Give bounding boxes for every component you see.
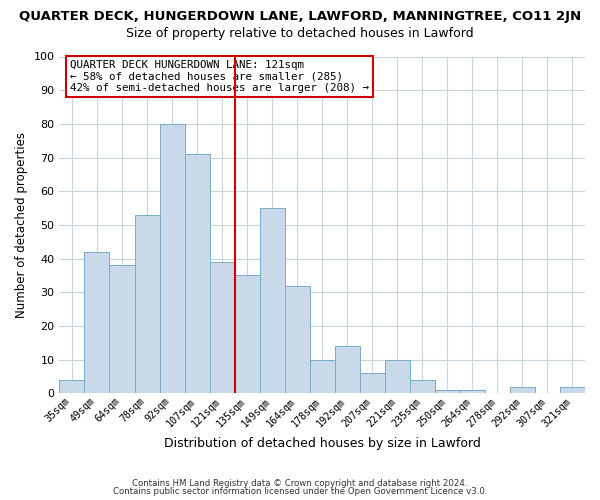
Bar — [134, 215, 160, 394]
Bar — [260, 208, 284, 394]
Bar — [560, 386, 585, 394]
Bar — [435, 390, 460, 394]
X-axis label: Distribution of detached houses by size in Lawford: Distribution of detached houses by size … — [164, 437, 481, 450]
Bar — [310, 360, 335, 394]
Bar — [160, 124, 185, 394]
Bar — [109, 266, 134, 394]
Bar — [235, 276, 260, 394]
Bar — [185, 154, 209, 394]
Text: Size of property relative to detached houses in Lawford: Size of property relative to detached ho… — [126, 28, 474, 40]
Bar — [85, 252, 109, 394]
Bar — [410, 380, 435, 394]
Bar — [385, 360, 410, 394]
Text: QUARTER DECK HUNGERDOWN LANE: 121sqm
← 58% of detached houses are smaller (285)
: QUARTER DECK HUNGERDOWN LANE: 121sqm ← 5… — [70, 60, 369, 93]
Text: Contains public sector information licensed under the Open Government Licence v3: Contains public sector information licen… — [113, 487, 487, 496]
Bar — [335, 346, 360, 394]
Bar — [59, 380, 85, 394]
Bar — [284, 286, 310, 394]
Bar — [460, 390, 485, 394]
Bar — [209, 262, 235, 394]
Bar — [360, 373, 385, 394]
Text: Contains HM Land Registry data © Crown copyright and database right 2024.: Contains HM Land Registry data © Crown c… — [132, 478, 468, 488]
Text: QUARTER DECK, HUNGERDOWN LANE, LAWFORD, MANNINGTREE, CO11 2JN: QUARTER DECK, HUNGERDOWN LANE, LAWFORD, … — [19, 10, 581, 23]
Bar — [510, 386, 535, 394]
Y-axis label: Number of detached properties: Number of detached properties — [15, 132, 28, 318]
